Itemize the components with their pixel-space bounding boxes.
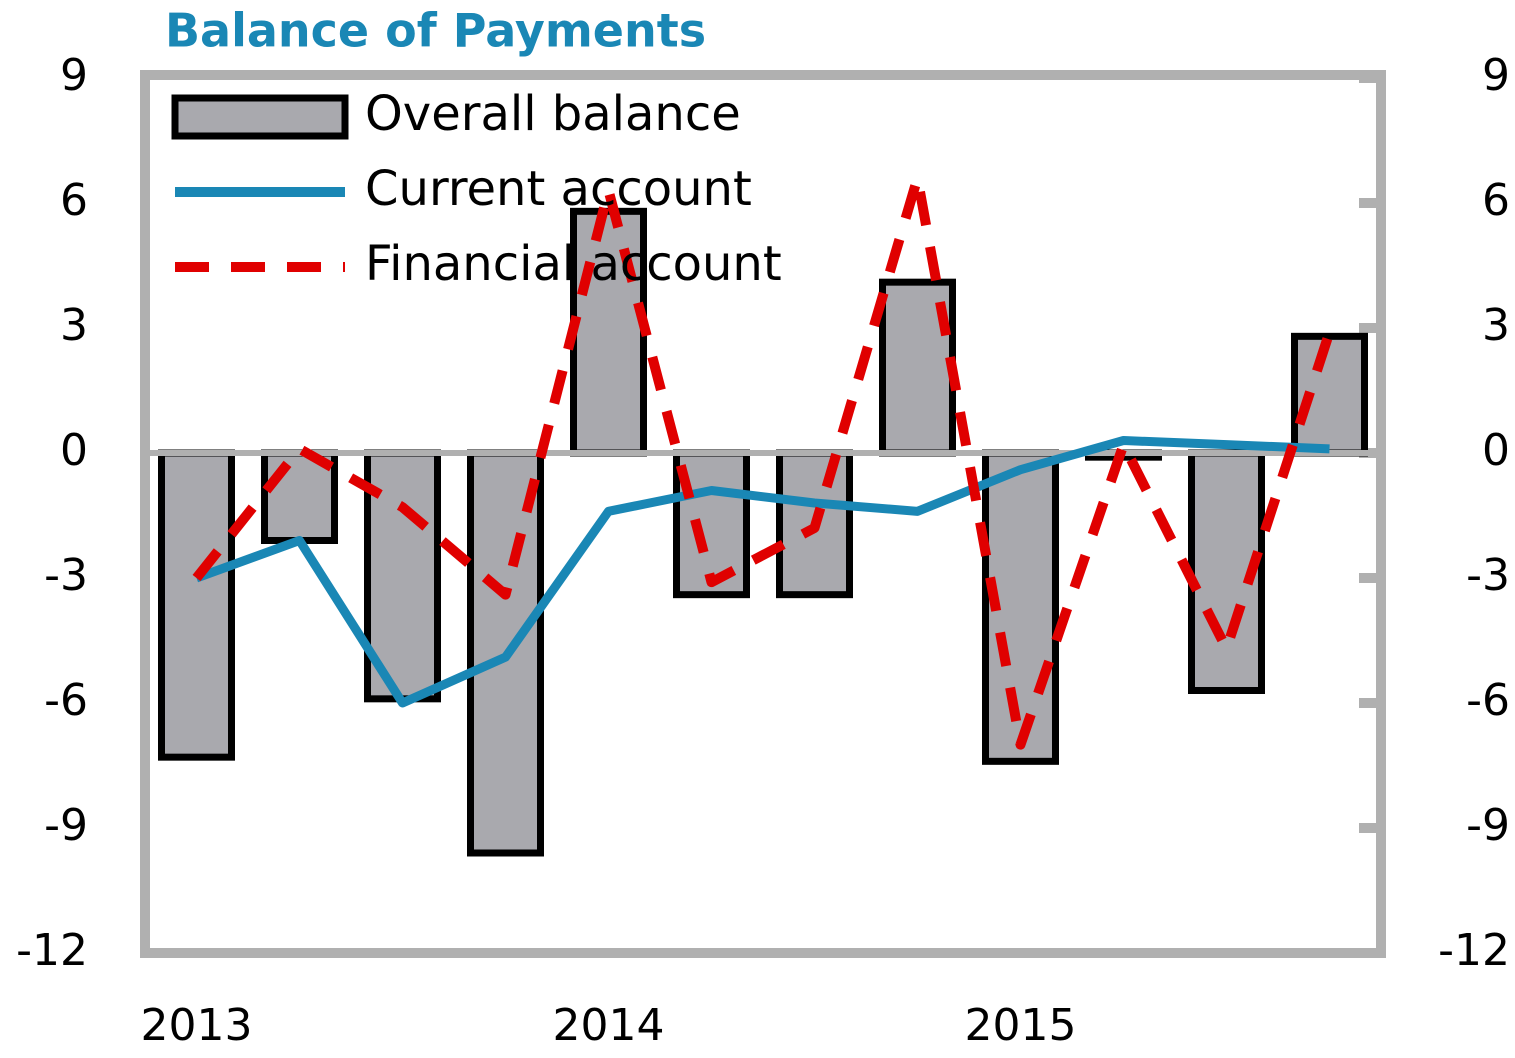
y-tick-label: 3	[60, 300, 88, 351]
x-tick-label: 2014	[553, 1000, 665, 1051]
y-tick-label: 9	[60, 50, 88, 101]
y-tick-label: -3	[44, 550, 88, 601]
y2-tick-label: 3	[1482, 300, 1510, 351]
bar	[158, 449, 235, 761]
legend-label: Overall balance	[365, 86, 741, 142]
legend-label: Financial account	[365, 236, 782, 292]
y2-tick-label: 0	[1482, 425, 1510, 476]
y-tick-label: -12	[16, 925, 88, 976]
line	[194, 436, 1330, 708]
y2-tick-label: 9	[1482, 50, 1510, 101]
x-tick-label: 2015	[965, 1000, 1077, 1051]
x-tick-label: 2013	[141, 1000, 253, 1051]
y2-tick-label: -3	[1466, 550, 1510, 601]
dashed-line	[192, 173, 1335, 750]
y2-tick-label: -12	[1438, 925, 1510, 976]
plot-frame	[140, 70, 1386, 958]
legend-label: Current account	[365, 161, 752, 217]
y2-tick-label: 6	[1482, 175, 1510, 226]
y-tick-label: 6	[60, 175, 88, 226]
chart-title: Balance of Payments	[165, 4, 706, 58]
y-tick-label: -6	[44, 675, 88, 726]
y2-tick-label: -9	[1466, 800, 1510, 851]
legend-swatch	[171, 94, 349, 140]
y-tick-label: 0	[60, 425, 88, 476]
y-tick-label: -9	[44, 800, 88, 851]
bar	[570, 207, 647, 457]
y2-tick-label: -6	[1466, 675, 1510, 726]
